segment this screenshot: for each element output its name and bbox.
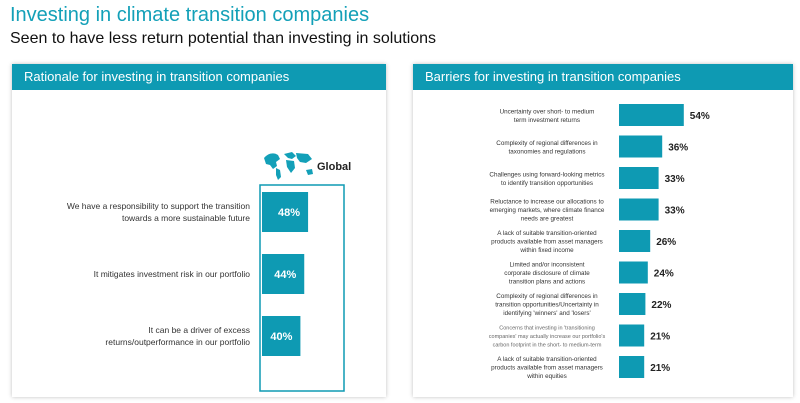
bar (262, 192, 309, 232)
category-label: products available from asset managers (491, 365, 603, 372)
category-label: Limited and/or inconsistent (510, 262, 585, 269)
barriers-panel: Barriers for investing in transition com… (413, 64, 793, 397)
bar-value-label: 21% (650, 332, 670, 343)
rationale-panel: Rationale for investing in transition co… (12, 64, 386, 397)
category-label: needs are greatest (521, 216, 574, 223)
category-label: to identify transition opportunities (501, 180, 593, 187)
bar-value-label: 44% (274, 269, 296, 281)
category-label: A lack of suitable transition-oriented (497, 356, 597, 363)
category-label: We have a responsibility to support the … (67, 201, 250, 211)
category-label: within fixed income (519, 247, 574, 254)
bar-value-label: 26% (656, 237, 676, 248)
category-label: towards a more sustainable future (122, 213, 250, 223)
bar (619, 167, 659, 189)
category-label: identifying 'winners' and 'losers' (503, 310, 590, 317)
bar (619, 104, 684, 126)
rationale-chart: Global 48% We have a responsibility to su… (67, 152, 351, 392)
category-label: products available from asset managers (491, 239, 603, 246)
category-label: carbon footprint in the short- to medium… (493, 343, 602, 349)
bar-value-label: 21% (650, 363, 670, 374)
bar-value-label: 33% (665, 206, 685, 217)
bar (619, 356, 645, 378)
bar (262, 316, 301, 356)
bar (619, 198, 659, 221)
category-label: It can be a driver of excess (148, 325, 250, 335)
bar-value-label: 54% (690, 111, 710, 122)
barriers-chart: 54% Uncertainty over short- to medium term… (489, 104, 710, 380)
category-label: Complexity of regional differences in (496, 293, 598, 300)
category-label: Uncertainty over short- to medium (500, 108, 595, 115)
bar-value-label: 40% (270, 331, 292, 343)
bar-value-label: 24% (654, 269, 674, 280)
legend-frame (259, 184, 345, 392)
bar-value-label: 33% (665, 174, 685, 185)
category-label: Reluctance to increase our allocations t… (490, 199, 604, 206)
bar (619, 324, 645, 347)
category-label: returns/outperformance in our portfolio (105, 337, 250, 347)
category-label: transition opportunities/Uncertainty in (495, 302, 599, 309)
bar (619, 261, 648, 284)
category-label: companies' may actually increase our por… (489, 334, 606, 340)
world-map-icon (264, 152, 313, 180)
category-label: It mitigates investment risk in our port… (94, 269, 251, 279)
bar (619, 135, 663, 158)
bar (262, 254, 305, 294)
category-label: Concerns that investing in 'transitionin… (499, 326, 595, 332)
page-title: Investing in climate transition companie… (10, 4, 370, 26)
category-label: Challenges using forward-looking metrics (489, 171, 604, 178)
barriers-panel-header: Barriers for investing in transition com… (413, 64, 793, 90)
legend-label: Global (317, 161, 351, 173)
bar-value-label: 48% (278, 207, 300, 219)
bar-value-label: 36% (668, 143, 688, 154)
category-label: Complexity of regional differences in (496, 140, 598, 147)
category-label: within equities (526, 373, 567, 380)
category-label: emerging markets, where climate finance (490, 207, 605, 214)
bar (619, 230, 651, 252)
bar-value-label: 22% (651, 300, 671, 311)
page-subtitle: Seen to have less return potential than … (10, 30, 437, 47)
rationale-panel-header: Rationale for investing in transition co… (12, 64, 386, 90)
category-label: corporate disclosure of climate (504, 270, 590, 277)
category-label: transition plans and actions (509, 279, 585, 286)
bar (619, 293, 646, 315)
category-label: taxonomies and regulations (508, 148, 585, 155)
category-label: A lack of suitable transition-oriented (497, 230, 597, 237)
category-label: term investment returns (514, 117, 580, 124)
